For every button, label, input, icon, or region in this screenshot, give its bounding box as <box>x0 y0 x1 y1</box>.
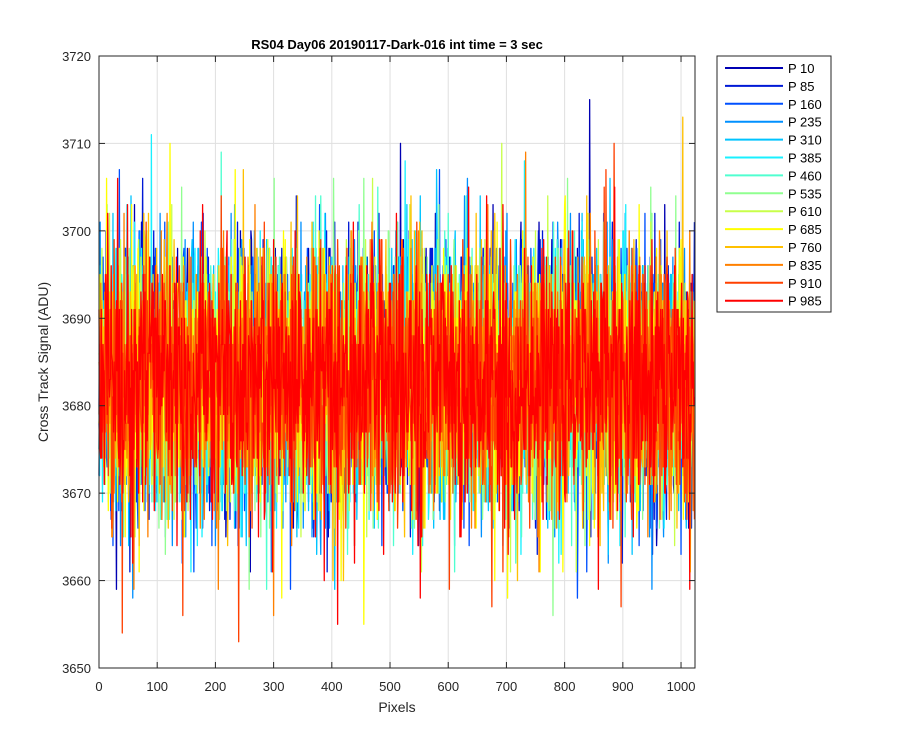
y-tick-label: 3690 <box>62 311 91 326</box>
series-line-p985 <box>98 177 696 625</box>
x-tick-label: 700 <box>496 679 518 694</box>
y-tick-label: 3720 <box>62 49 91 64</box>
y-tick-label: 3680 <box>62 399 91 414</box>
plot-area: 0 100 200 300 400 500 600 700 800 900 1000 3650 3660… <box>62 49 696 694</box>
legend-label: P 910 <box>788 276 822 291</box>
legend-label: P 235 <box>788 115 822 130</box>
x-tick-label: 0 <box>95 679 102 694</box>
legend-items: P 10 P 85 P 160 P 235 P 310 P 385 P 460 P 535 P … <box>725 61 822 309</box>
y-tick-label: 3700 <box>62 224 91 239</box>
chart-title: RS04 Day06 20190117-Dark-016 int time = … <box>251 37 543 52</box>
legend-label: P 760 <box>788 240 822 255</box>
series-layer <box>98 99 696 643</box>
x-tick-label: 300 <box>263 679 285 694</box>
x-tick-label: 400 <box>321 679 343 694</box>
legend-label: P 610 <box>788 204 822 219</box>
legend-label: P 85 <box>788 79 815 94</box>
axis-ticks: 0 100 200 300 400 500 600 700 800 900 1000 3650 3660… <box>62 49 695 694</box>
x-tick-label: 900 <box>612 679 634 694</box>
legend-label: P 985 <box>788 294 822 309</box>
legend-label: P 460 <box>788 168 822 183</box>
x-axis-label: Pixels <box>378 699 415 715</box>
y-axis-label: Cross Track Signal (ADU) <box>35 282 51 442</box>
y-tick-label: 3660 <box>62 574 91 589</box>
legend-label: P 535 <box>788 186 822 201</box>
y-tick-label: 3650 <box>62 661 91 676</box>
legend: P 10 P 85 P 160 P 235 P 310 P 385 P 460 P 535 P … <box>716 55 832 313</box>
y-tick-label: 3670 <box>62 486 91 501</box>
legend-label: P 310 <box>788 133 822 148</box>
legend-label: P 685 <box>788 222 822 237</box>
x-tick-label: 800 <box>554 679 576 694</box>
x-tick-label: 600 <box>437 679 459 694</box>
plot-frame <box>98 55 696 669</box>
legend-label: P 835 <box>788 258 822 273</box>
y-tick-label: 3710 <box>62 136 91 151</box>
legend-label: P 10 <box>788 61 815 76</box>
x-tick-label: 100 <box>146 679 168 694</box>
x-tick-label: 1000 <box>667 679 696 694</box>
legend-label: P 385 <box>788 151 822 166</box>
x-tick-label: 500 <box>379 679 401 694</box>
legend-box <box>716 55 832 313</box>
legend-label: P 160 <box>788 97 822 112</box>
x-tick-label: 200 <box>205 679 227 694</box>
